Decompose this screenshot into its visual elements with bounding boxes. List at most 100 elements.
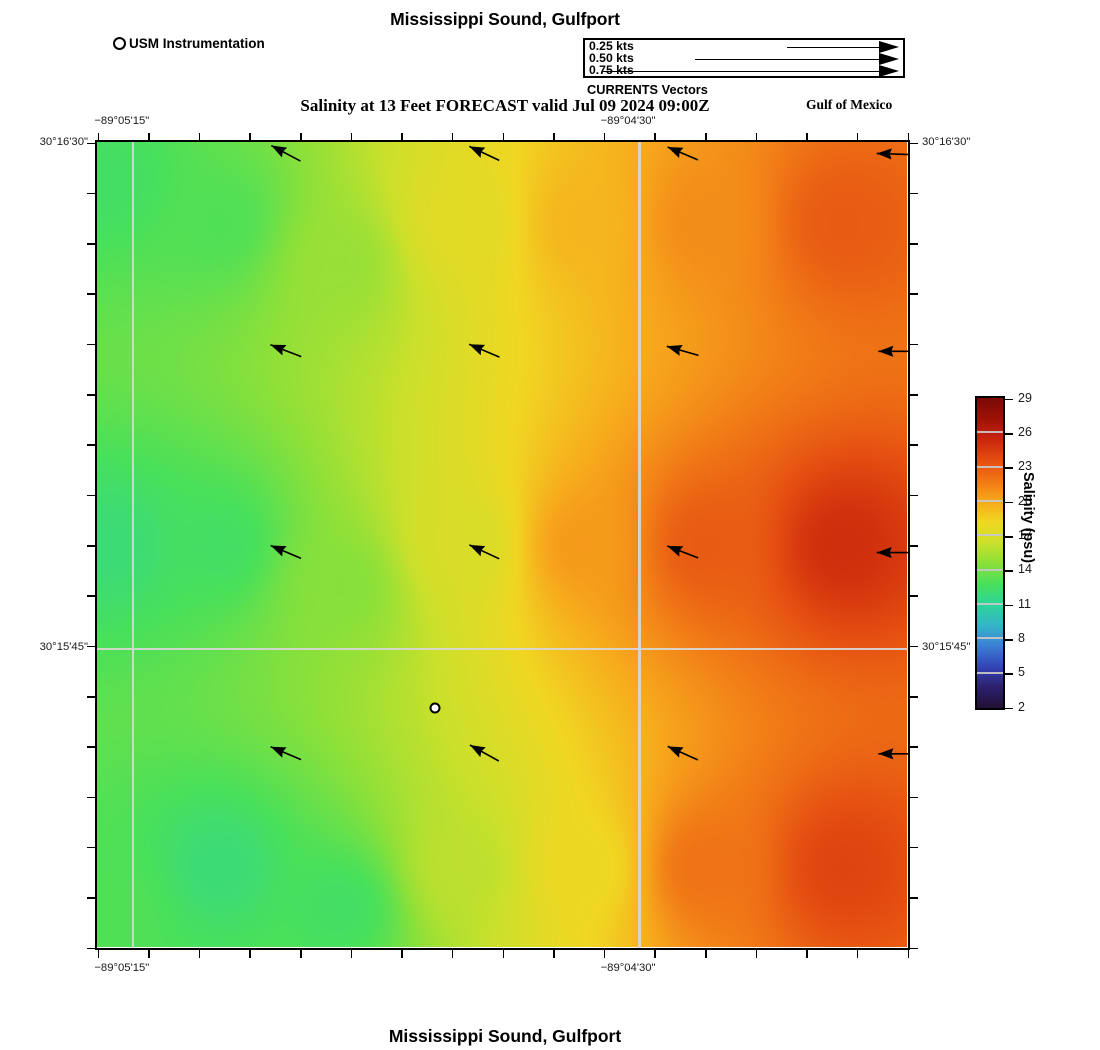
- axis-tick-left: [87, 394, 95, 396]
- axis-tick-top: [553, 133, 555, 141]
- instrumentation-legend: USM Instrumentation: [113, 36, 265, 51]
- current-vector-arrow: [878, 748, 909, 760]
- current-vector-arrow: [667, 146, 699, 161]
- current-vector-arrow: [876, 546, 910, 559]
- axis-tick-left: [87, 444, 95, 446]
- axis-tick-right: [910, 444, 918, 446]
- axis-tick-bottom: [755, 950, 758, 958]
- vector-legend-label: 0.75 kts: [589, 63, 634, 78]
- instrumentation-legend-label: USM Instrumentation: [129, 36, 265, 51]
- current-vector-arrow: [468, 343, 500, 358]
- axis-tick-top: [148, 133, 150, 141]
- longitude-label-bottom: −89°05'15": [94, 962, 150, 974]
- colorbar-tick-label: 2: [1018, 699, 1025, 714]
- axis-tick-bottom: [553, 950, 555, 958]
- axis-tick-left: [87, 846, 95, 849]
- longitude-label-top: −89°04'30": [600, 115, 656, 127]
- longitude-label-bottom: −89°04'30": [600, 962, 656, 974]
- latitude-label-left: 30°16'30": [39, 135, 88, 148]
- axis-tick-left: [87, 897, 95, 899]
- axis-tick-bottom: [654, 950, 656, 958]
- currents-vector-field: [97, 142, 910, 948]
- colorbar-separator: [977, 431, 1003, 434]
- axis-tick-right: [910, 897, 918, 899]
- currents-vector-legend: 0.25 kts 0.50 kts 0.75 kts: [583, 38, 905, 78]
- colorbar-tick: [1004, 467, 1013, 469]
- axis-tick-top: [603, 133, 606, 141]
- page-title: Mississippi Sound, Gulfport: [390, 9, 620, 29]
- axis-tick-top: [654, 133, 656, 141]
- colorbar-tick-label: 5: [1018, 665, 1025, 680]
- axis-tick-right: [910, 394, 918, 396]
- colorbar-separator: [977, 465, 1003, 468]
- axis-tick-right: [910, 192, 918, 195]
- axis-tick-bottom: [198, 950, 201, 958]
- vector-legend-row: 0.50 kts: [585, 50, 903, 65]
- current-vector-arrow: [270, 544, 302, 560]
- axis-tick-bottom: [401, 950, 403, 958]
- region-label: Gulf of Mexico: [806, 97, 893, 112]
- axis-tick-top: [856, 133, 859, 141]
- axis-tick-left: [87, 142, 95, 145]
- axis-tick-top: [806, 133, 808, 141]
- vector-legend-label: 0.50 kts: [589, 50, 634, 65]
- colorbar-tick: [1004, 432, 1013, 435]
- currents-vector-legend-caption: CURRENTS Vectors: [587, 82, 708, 97]
- vector-legend-shaft: [787, 46, 879, 48]
- axis-tick-left: [87, 695, 95, 698]
- axis-tick-top: [350, 133, 353, 141]
- colorbar-tick-label: 29: [1018, 390, 1032, 405]
- vector-legend-label: 0.25 kts: [589, 38, 634, 53]
- current-vector-arrow: [270, 344, 302, 358]
- colorbar-tick-label: 11: [1018, 596, 1031, 611]
- axis-tick-top: [502, 133, 505, 141]
- latitude-label-right: 30°16'30": [922, 135, 971, 148]
- station-circle-marker-icon[interactable]: [429, 702, 441, 714]
- plot-subtitle: Salinity at 13 Feet FORECAST valid Jul 0…: [300, 96, 710, 115]
- colorbar-tick: [1004, 570, 1013, 572]
- axis-tick-bottom: [300, 950, 302, 958]
- axis-tick-left: [87, 947, 95, 950]
- latitude-label-right: 30°15'45": [922, 641, 971, 654]
- axis-tick-top: [451, 133, 454, 141]
- latitude-label-left: 30°15'45": [39, 641, 88, 654]
- current-vector-arrow: [876, 148, 910, 160]
- colorbar-tick-label: 26: [1018, 424, 1032, 439]
- axis-tick-left: [87, 243, 95, 245]
- current-vector-arrow: [270, 745, 302, 761]
- axis-tick-left: [87, 796, 95, 799]
- axis-tick-bottom: [249, 950, 251, 958]
- vector-legend-arrowhead-icon: [879, 40, 899, 53]
- current-vector-arrow: [469, 544, 500, 560]
- colorbar-axis-label: Salinity (psu): [1020, 472, 1036, 564]
- colorbar-separator: [977, 671, 1003, 674]
- axis-tick-right: [910, 595, 918, 597]
- axis-tick-top: [705, 133, 707, 141]
- current-vector-arrow: [270, 144, 301, 162]
- salinity-map[interactable]: [95, 140, 910, 950]
- open-circle-marker-icon: [113, 37, 126, 50]
- colorbar-tick: [1004, 398, 1013, 401]
- colorbar-tick-label: 17: [1018, 527, 1032, 542]
- current-vector-arrow: [666, 345, 699, 357]
- axis-tick-bottom: [148, 950, 150, 958]
- axis-tick-right: [910, 545, 918, 547]
- axis-tick-right: [910, 293, 918, 296]
- axis-tick-right: [910, 695, 918, 698]
- colorbar-tick: [1004, 673, 1013, 675]
- salinity-scalar-field: [97, 142, 908, 948]
- axis-tick-right: [910, 746, 918, 748]
- colorbar-separator: [977, 534, 1003, 537]
- salinity-colorbar: 2 5 8 11 14 17 20 23 26 29: [975, 391, 1032, 714]
- axis-tick-right: [910, 846, 918, 849]
- axis-tick-top: [755, 133, 758, 141]
- axis-tick-top: [907, 133, 910, 141]
- axis-tick-top: [249, 133, 251, 141]
- axis-tick-top: [401, 133, 403, 141]
- vector-legend-shaft: [603, 71, 879, 73]
- colorbar-tick-label: 14: [1018, 562, 1032, 577]
- colorbar-separator: [977, 500, 1003, 502]
- map-gridline-vertical: [131, 142, 135, 948]
- axis-tick-top: [300, 133, 302, 141]
- axis-tick-bottom: [907, 950, 910, 958]
